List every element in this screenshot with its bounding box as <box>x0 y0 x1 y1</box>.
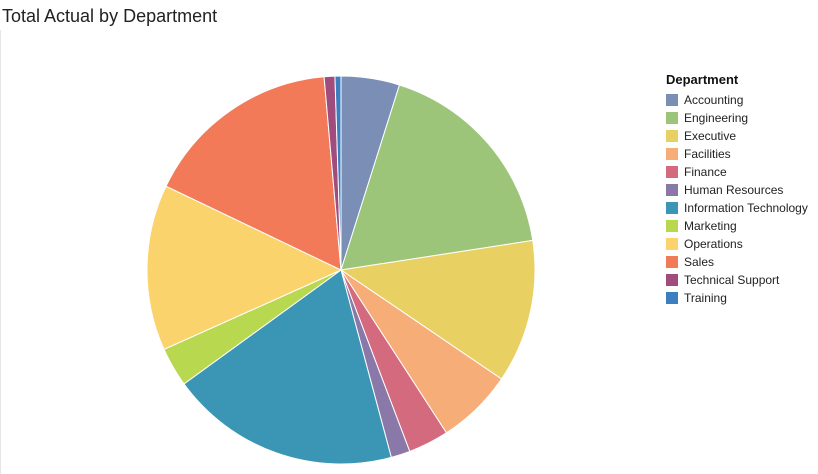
legend-label: Accounting <box>684 93 744 107</box>
pie-slice-sales[interactable] <box>165 76 342 271</box>
legend-item-information-technology[interactable]: Information Technology <box>666 199 816 217</box>
legend-label: Human Resources <box>684 183 784 197</box>
legend-swatch <box>666 220 678 232</box>
chart-title: Total Actual by Department <box>2 6 218 26</box>
legend-item-technical-support[interactable]: Technical Support <box>666 271 816 289</box>
legend-label: Executive <box>684 129 737 143</box>
legend-swatch <box>666 148 678 160</box>
legend-label: Marketing <box>684 219 737 233</box>
pie-slice-information-technology[interactable] <box>183 269 392 465</box>
legend-label: Training <box>684 291 727 305</box>
legend-swatch <box>666 112 678 124</box>
legend-swatch <box>666 184 678 196</box>
legend-item-human-resources[interactable]: Human Resources <box>666 181 816 199</box>
legend-item-operations[interactable]: Operations <box>666 235 816 253</box>
legend-swatch <box>666 256 678 268</box>
pie-slice-operations[interactable] <box>146 185 343 351</box>
left-border <box>0 30 1 474</box>
legend-swatch <box>666 292 678 304</box>
legend-swatch <box>666 166 678 178</box>
legend-swatch <box>666 94 678 106</box>
legend-item-executive[interactable]: Executive <box>666 127 816 145</box>
legend-title: Department <box>666 72 739 87</box>
pie-slice-training[interactable] <box>334 75 342 271</box>
legend-item-engineering[interactable]: Engineering <box>666 109 816 127</box>
legend-swatch <box>666 202 678 214</box>
legend-items: Accounting Engineering Executive Facilities… <box>666 91 816 307</box>
legend-label: Finance <box>684 165 727 179</box>
pie-slices <box>146 75 536 465</box>
pie-slice-engineering[interactable] <box>340 84 534 271</box>
pie-slice-executive[interactable] <box>339 239 536 380</box>
legend: Department Accounting Engineering Executiv… <box>666 71 816 307</box>
legend-label: Facilities <box>684 147 731 161</box>
legend-item-sales[interactable]: Sales <box>666 253 816 271</box>
legend-swatch <box>666 274 678 286</box>
legend-label: Operations <box>684 237 743 251</box>
legend-label: Sales <box>684 255 715 269</box>
legend-label: Technical Support <box>684 273 780 287</box>
legend-swatch <box>666 238 678 250</box>
legend-item-accounting[interactable]: Accounting <box>666 91 816 109</box>
legend-label: Engineering <box>684 111 749 125</box>
legend-item-marketing[interactable]: Marketing <box>666 217 816 235</box>
legend-item-facilities[interactable]: Facilities <box>666 145 816 163</box>
legend-item-training[interactable]: Training <box>666 289 816 307</box>
legend-item-finance[interactable]: Finance <box>666 163 816 181</box>
legend-label: Information Technology <box>684 201 808 215</box>
legend-swatch <box>666 130 678 142</box>
